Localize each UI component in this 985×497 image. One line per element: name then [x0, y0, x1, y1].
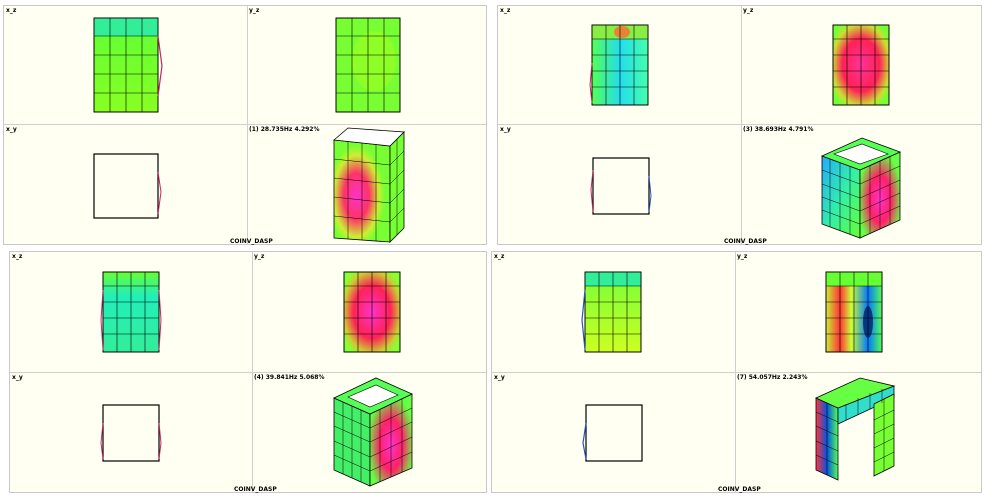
iso-view-mesh: [815, 377, 896, 481]
view-label-xz: x_z: [494, 253, 505, 260]
view-divider-horizontal: [492, 372, 981, 373]
xy-view-outline: [590, 157, 652, 215]
view-label-xy: x_y: [500, 126, 511, 133]
view-label-yz: y_z: [737, 253, 748, 260]
xz-view-mesh: [93, 17, 163, 113]
view-label-xy: x_y: [494, 374, 505, 381]
view-label-xy: x_y: [6, 126, 17, 133]
mode-frequency-label: (3) 38.693Hz 4.791%: [743, 126, 814, 133]
footer-label: COINV_DASP: [724, 238, 767, 245]
mode-panel-4: x_z y_z x_y (4) 39.841Hz 5.068% COINV_DA…: [9, 251, 487, 493]
view-label-yz: y_z: [743, 7, 754, 14]
view-divider-horizontal: [10, 372, 486, 373]
mode-frequency-label: (7) 54.057Hz 2.243%: [737, 374, 808, 381]
view-label-yz: y_z: [249, 7, 260, 14]
mode-frequency-label: (1) 28.735Hz 4.292%: [249, 126, 320, 133]
xy-view-outline: [93, 153, 162, 219]
yz-view-mesh: [343, 271, 401, 353]
xy-view-outline: [582, 404, 643, 462]
view-label-xz: x_z: [12, 253, 23, 260]
view-label-xz: x_z: [6, 7, 17, 14]
mode-panel-3: x_z y_z x_y (3) 38.693Hz 4.791% COINV_DA…: [497, 5, 982, 245]
xy-view-outline: [100, 404, 162, 462]
view-divider-vertical: [247, 6, 248, 244]
xz-view-mesh: [100, 271, 162, 353]
view-divider-horizontal: [4, 124, 486, 125]
view-label-xz: x_z: [500, 7, 511, 14]
footer-label: COINV_DASP: [718, 486, 761, 493]
xz-view-mesh: [589, 24, 649, 106]
yz-view-mesh: [825, 271, 883, 353]
xz-view-mesh: [581, 271, 642, 353]
view-divider-horizontal: [498, 124, 981, 125]
footer-label: COINV_DASP: [234, 486, 277, 493]
yz-view-mesh: [832, 24, 890, 106]
yz-view-mesh: [335, 17, 401, 113]
mode-panel-7: x_z y_z x_y (7) 54.057Hz 2.243% COINV_DA…: [491, 251, 982, 493]
iso-view-mesh: [820, 137, 902, 239]
view-divider-vertical: [741, 6, 742, 244]
view-label-xy: x_y: [12, 374, 23, 381]
iso-view-mesh: [333, 127, 405, 243]
mode-frequency-label: (4) 39.841Hz 5.068%: [254, 374, 325, 381]
footer-label: COINV_DASP: [230, 238, 273, 245]
iso-view-mesh: [333, 377, 413, 487]
mode-panel-1: x_z y_z x_y (1) 28.735Hz 4.292% COINV_DA…: [3, 5, 487, 245]
view-label-yz: y_z: [254, 253, 265, 260]
